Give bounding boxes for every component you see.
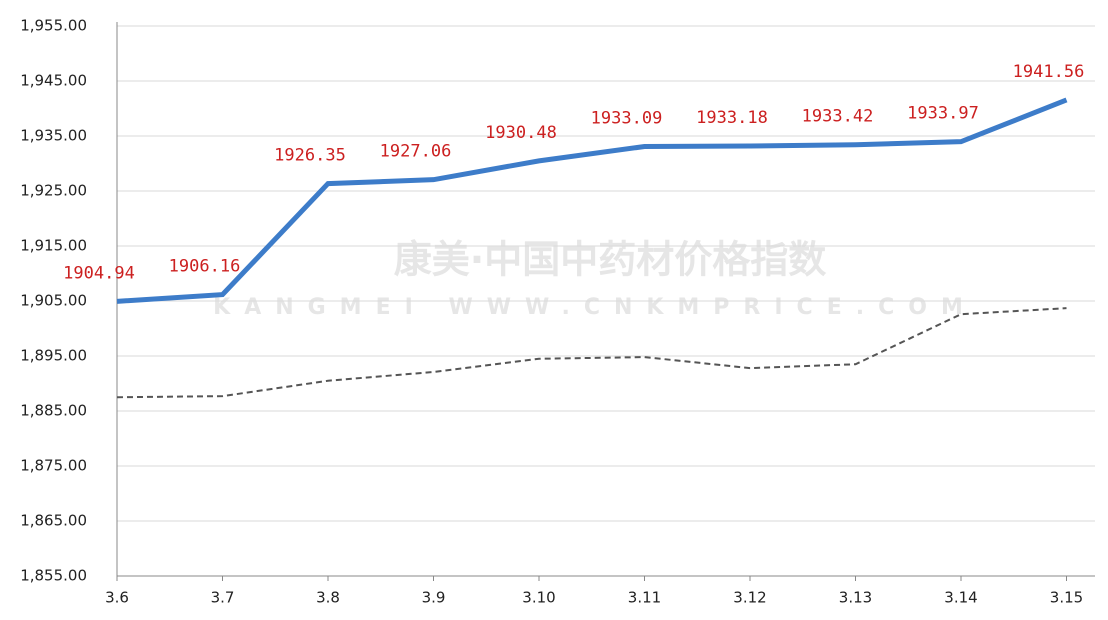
- y-tick-label: 1,955.00: [20, 17, 87, 35]
- y-tick-label: 1,935.00: [20, 127, 87, 145]
- x-tick-label: 3.9: [422, 589, 446, 607]
- x-tick-label: 3.12: [733, 589, 766, 607]
- data-label: 1904.94: [63, 263, 135, 283]
- data-label: 1930.48: [485, 123, 557, 143]
- y-tick-label: 1,855.00: [20, 567, 87, 585]
- x-tick-label: 3.8: [316, 589, 340, 607]
- x-tick-label: 3.11: [628, 589, 661, 607]
- data-label: 1927.06: [380, 142, 452, 162]
- data-label: 1926.35: [274, 146, 346, 166]
- data-label: 1941.56: [1013, 62, 1085, 82]
- watermark-subtitle: KANGMEI WWW.CNKMPRICE.COM: [213, 295, 977, 320]
- x-tick-label: 3.13: [839, 589, 872, 607]
- y-tick-label: 1,905.00: [20, 292, 87, 310]
- data-label: 1933.09: [591, 109, 663, 129]
- x-tick-label: 3.10: [522, 589, 555, 607]
- y-tick-label: 1,895.00: [20, 347, 87, 365]
- x-tick-label: 3.6: [105, 589, 129, 607]
- data-label: 1906.16: [169, 257, 241, 277]
- y-tick-label: 1,875.00: [20, 457, 87, 475]
- y-tick-label: 1,925.00: [20, 182, 87, 200]
- data-label: 1933.18: [696, 108, 768, 128]
- y-tick-label: 1,885.00: [20, 402, 87, 420]
- watermark-title: 康美·中国中药材价格指数: [394, 238, 826, 282]
- x-tick-label: 3.15: [1050, 589, 1083, 607]
- y-tick-label: 1,865.00: [20, 512, 87, 530]
- x-tick-label: 3.14: [944, 589, 977, 607]
- line-series: [116, 97, 1068, 304]
- x-tick-label: 3.7: [211, 589, 235, 607]
- y-tick-label: 1,915.00: [20, 237, 87, 255]
- line-series: [116, 307, 1067, 399]
- data-label: 1933.42: [802, 107, 874, 127]
- data-label: 1933.97: [907, 104, 979, 124]
- y-tick-label: 1,945.00: [20, 72, 87, 90]
